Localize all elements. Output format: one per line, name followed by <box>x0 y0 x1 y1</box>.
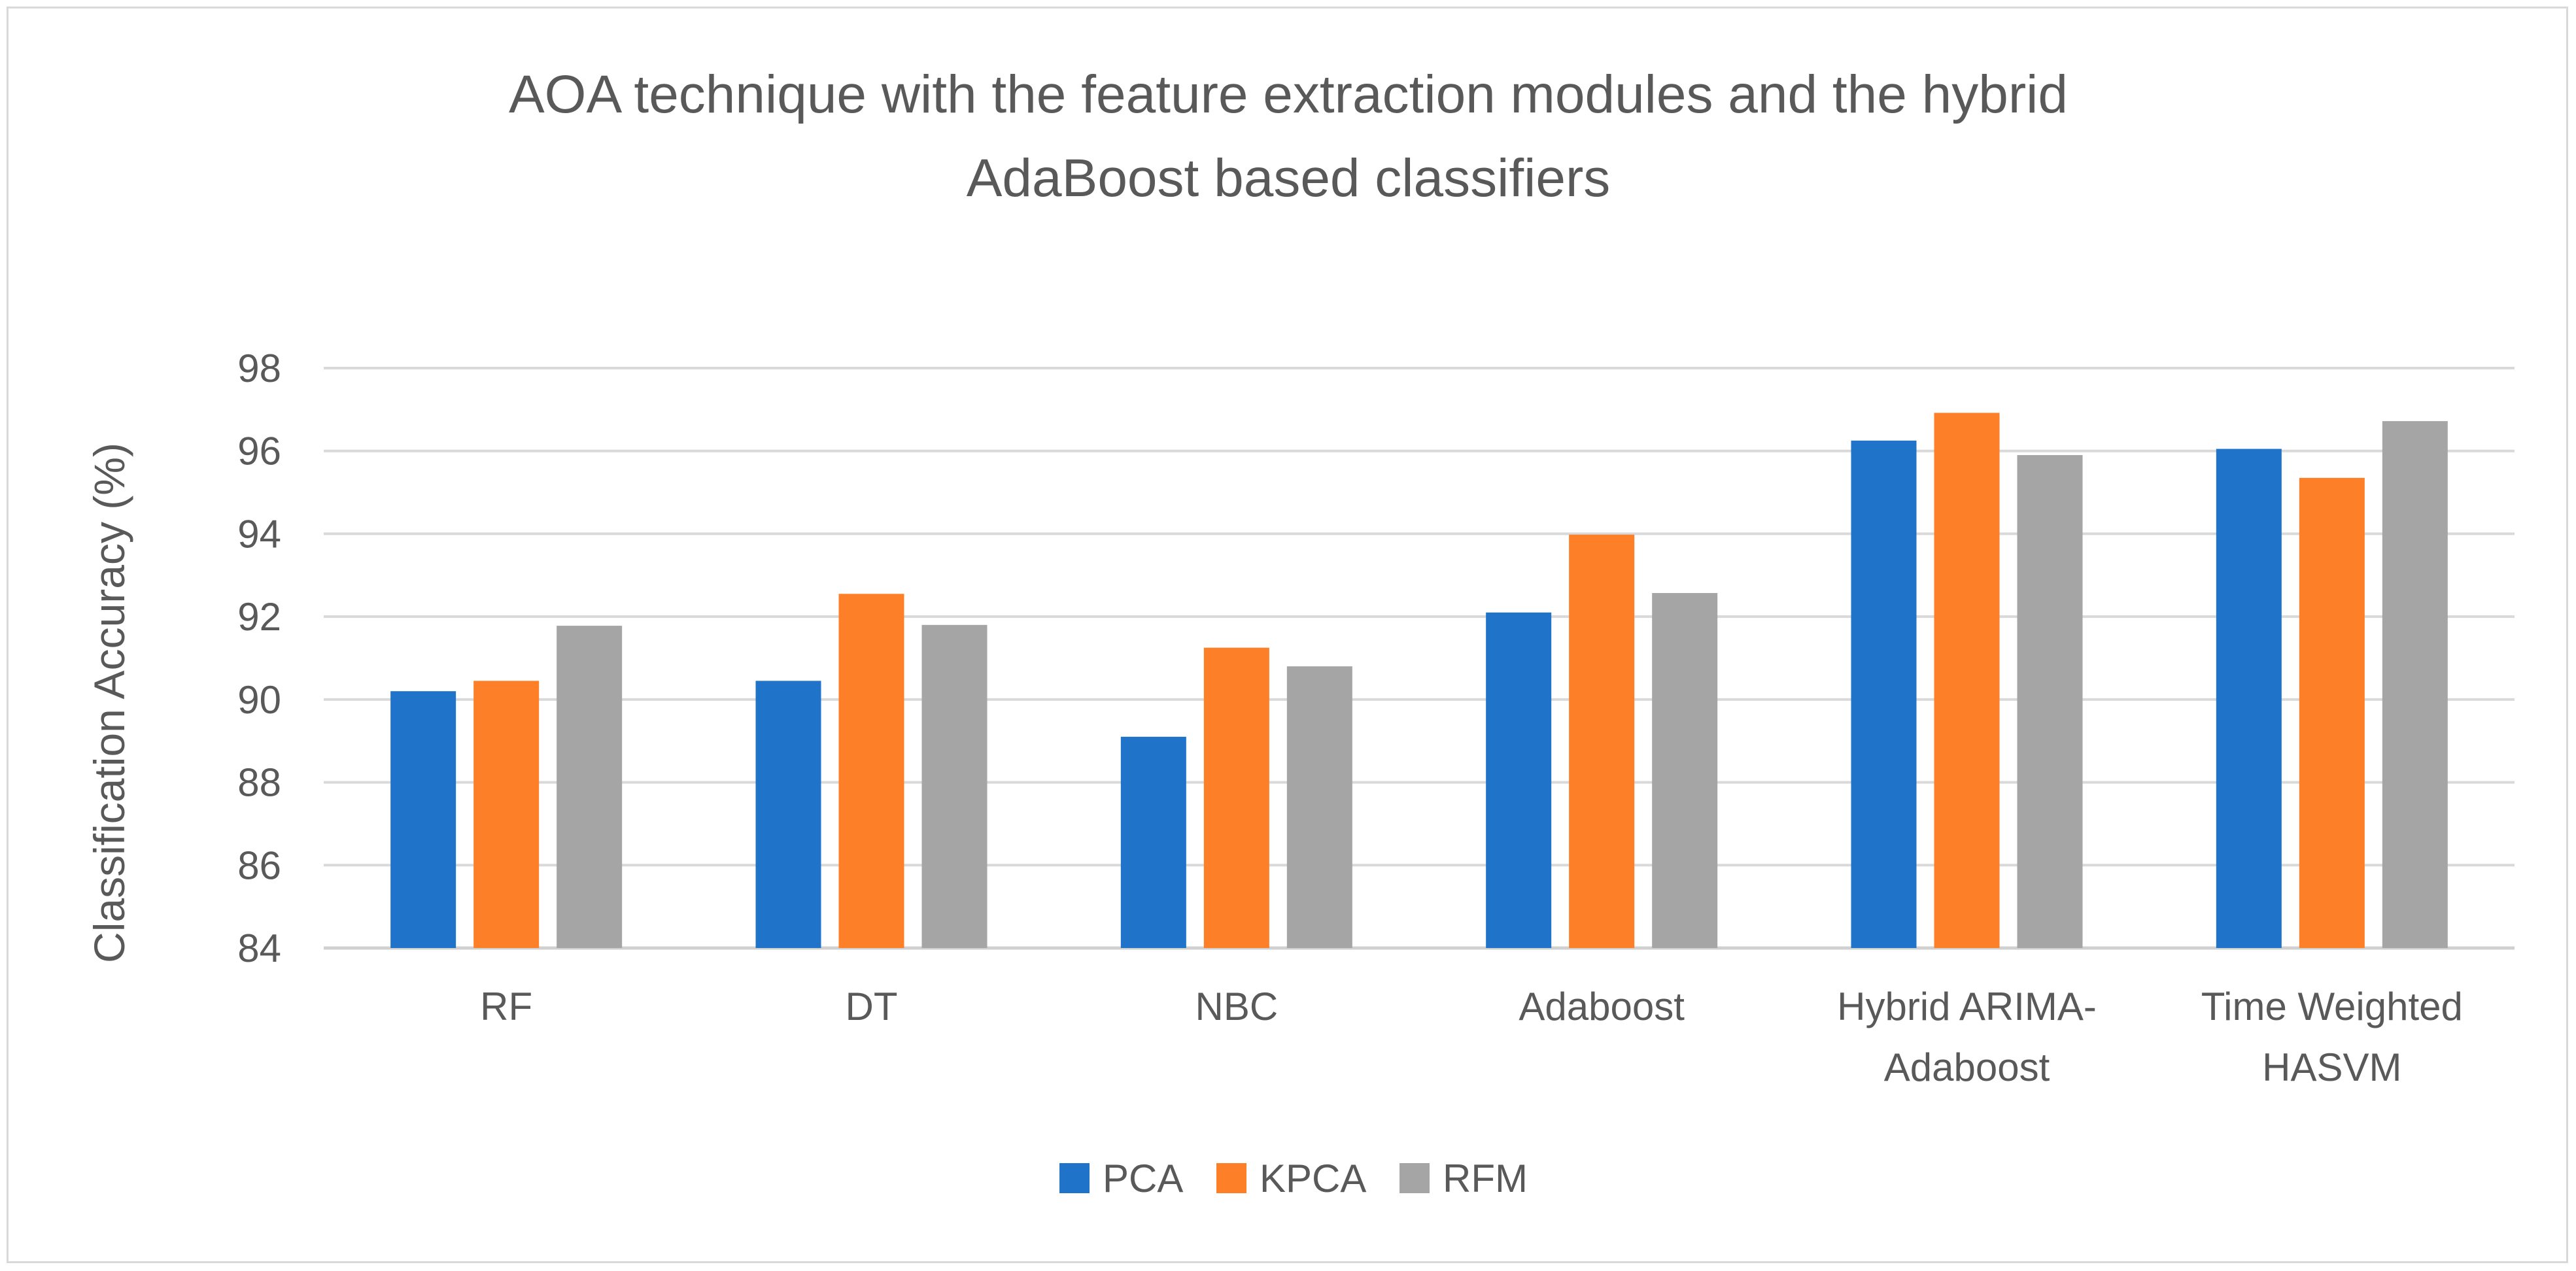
y-axis-label: Classification Accuracy (%) <box>85 443 133 963</box>
legend-swatch-kpca <box>1216 1163 1246 1193</box>
legend-label-rfm: RFM <box>1443 1157 1528 1200</box>
y-tick-label: 88 <box>237 761 281 805</box>
y-tick-label: 90 <box>237 678 281 722</box>
bar-kpca <box>2299 477 2365 948</box>
y-tick-label: 94 <box>237 512 281 556</box>
bar-pca <box>1120 736 1186 948</box>
bar-pca <box>390 691 456 948</box>
chart-title: AOA technique with the feature extractio… <box>509 65 2068 208</box>
x-tick-label: Hybrid ARIMA-Adaboost <box>1837 985 2097 1089</box>
y-tick-label: 96 <box>237 430 281 473</box>
legend: PCA KPCA RFM <box>1059 1157 1528 1200</box>
bar-pca <box>2216 449 2282 948</box>
bar-rfm <box>2017 455 2083 948</box>
bar-rfm <box>557 626 623 948</box>
y-tick-label: 84 <box>237 926 281 970</box>
legend-label-kpca: KPCA <box>1260 1157 1366 1200</box>
bar-rfm <box>921 624 987 948</box>
legend-label-pca: PCA <box>1103 1157 1183 1200</box>
x-axis-ticks: RF DT NBC Adaboost Hybrid ARIMA-Adaboost Time… <box>480 985 2463 1089</box>
chart-title-line: AdaBoost based classifiers <box>967 148 1611 208</box>
bar-rfm <box>1652 593 1718 948</box>
y-axis-ticks: 84 86 88 90 92 94 96 98 <box>237 347 281 970</box>
y-tick-label: 86 <box>237 843 281 887</box>
x-tick-label: Adaboost <box>1519 985 1685 1028</box>
gridlines <box>324 367 2515 950</box>
legend-swatch-rfm <box>1400 1163 1430 1193</box>
bar-pca <box>1486 612 1552 948</box>
bar-rfm <box>2382 421 2448 948</box>
y-tick-label: 92 <box>237 595 281 639</box>
bars <box>390 413 2448 948</box>
y-tick-label: 98 <box>237 347 281 390</box>
x-tick-label: RF <box>480 985 532 1028</box>
x-tick-label: DT <box>846 985 898 1028</box>
chart-title-line: AOA technique with the feature extractio… <box>509 65 2068 124</box>
bar-pca <box>755 681 821 948</box>
chart-frame <box>7 7 2568 1263</box>
bar-pca <box>1851 440 1917 948</box>
bar-kpca <box>1569 534 1635 948</box>
bar-kpca <box>1203 647 1269 948</box>
x-tick-label: Time Weighted HASVM <box>2201 985 2463 1089</box>
bar-kpca <box>473 681 540 948</box>
bar-rfm <box>1286 666 1352 948</box>
legend-swatch-pca <box>1059 1163 1090 1193</box>
bar-kpca <box>838 594 904 948</box>
x-tick-label: NBC <box>1195 985 1278 1028</box>
bar-kpca <box>1934 413 2000 948</box>
